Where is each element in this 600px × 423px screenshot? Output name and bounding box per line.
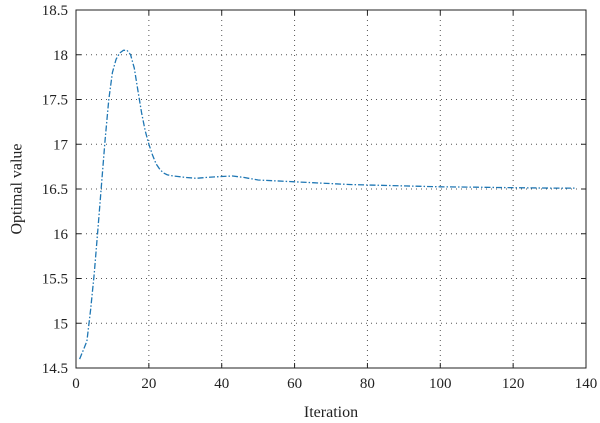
- x-tick-labels: 0 20 40 60 80 100 120 140: [72, 376, 597, 392]
- grid-lines: [76, 10, 586, 368]
- y-tick-label: 15.5: [42, 272, 68, 288]
- x-tick-label: 80: [360, 376, 375, 392]
- y-axis-label: Optimal value: [9, 143, 26, 234]
- x-tick-label: 140: [575, 376, 598, 392]
- x-tick-label: 100: [429, 376, 452, 392]
- x-tick-label: 120: [502, 376, 525, 392]
- y-tick-label: 16: [53, 227, 69, 243]
- y-tick-label: 18.5: [42, 3, 68, 19]
- y-tick-label: 16.5: [42, 182, 68, 198]
- x-tick-label: 0: [72, 376, 80, 392]
- series-line: [78, 49, 576, 360]
- y-tick-label: 17: [53, 137, 69, 153]
- y-tick-label: 17.5: [42, 93, 68, 109]
- x-tick-label: 60: [287, 376, 302, 392]
- y-tick-label: 14.5: [42, 361, 68, 377]
- x-tick-label: 20: [141, 376, 156, 392]
- y-tick-labels: 14.5 15 15.5 16 16.5 17 17.5 18 18.5: [42, 3, 69, 377]
- y-tick-label: 18: [53, 48, 68, 64]
- x-tick-label: 40: [214, 376, 229, 392]
- x-axis-label: Iteration: [304, 404, 358, 421]
- y-tick-label: 15: [53, 316, 68, 332]
- axis-ticks: [75, 9, 587, 369]
